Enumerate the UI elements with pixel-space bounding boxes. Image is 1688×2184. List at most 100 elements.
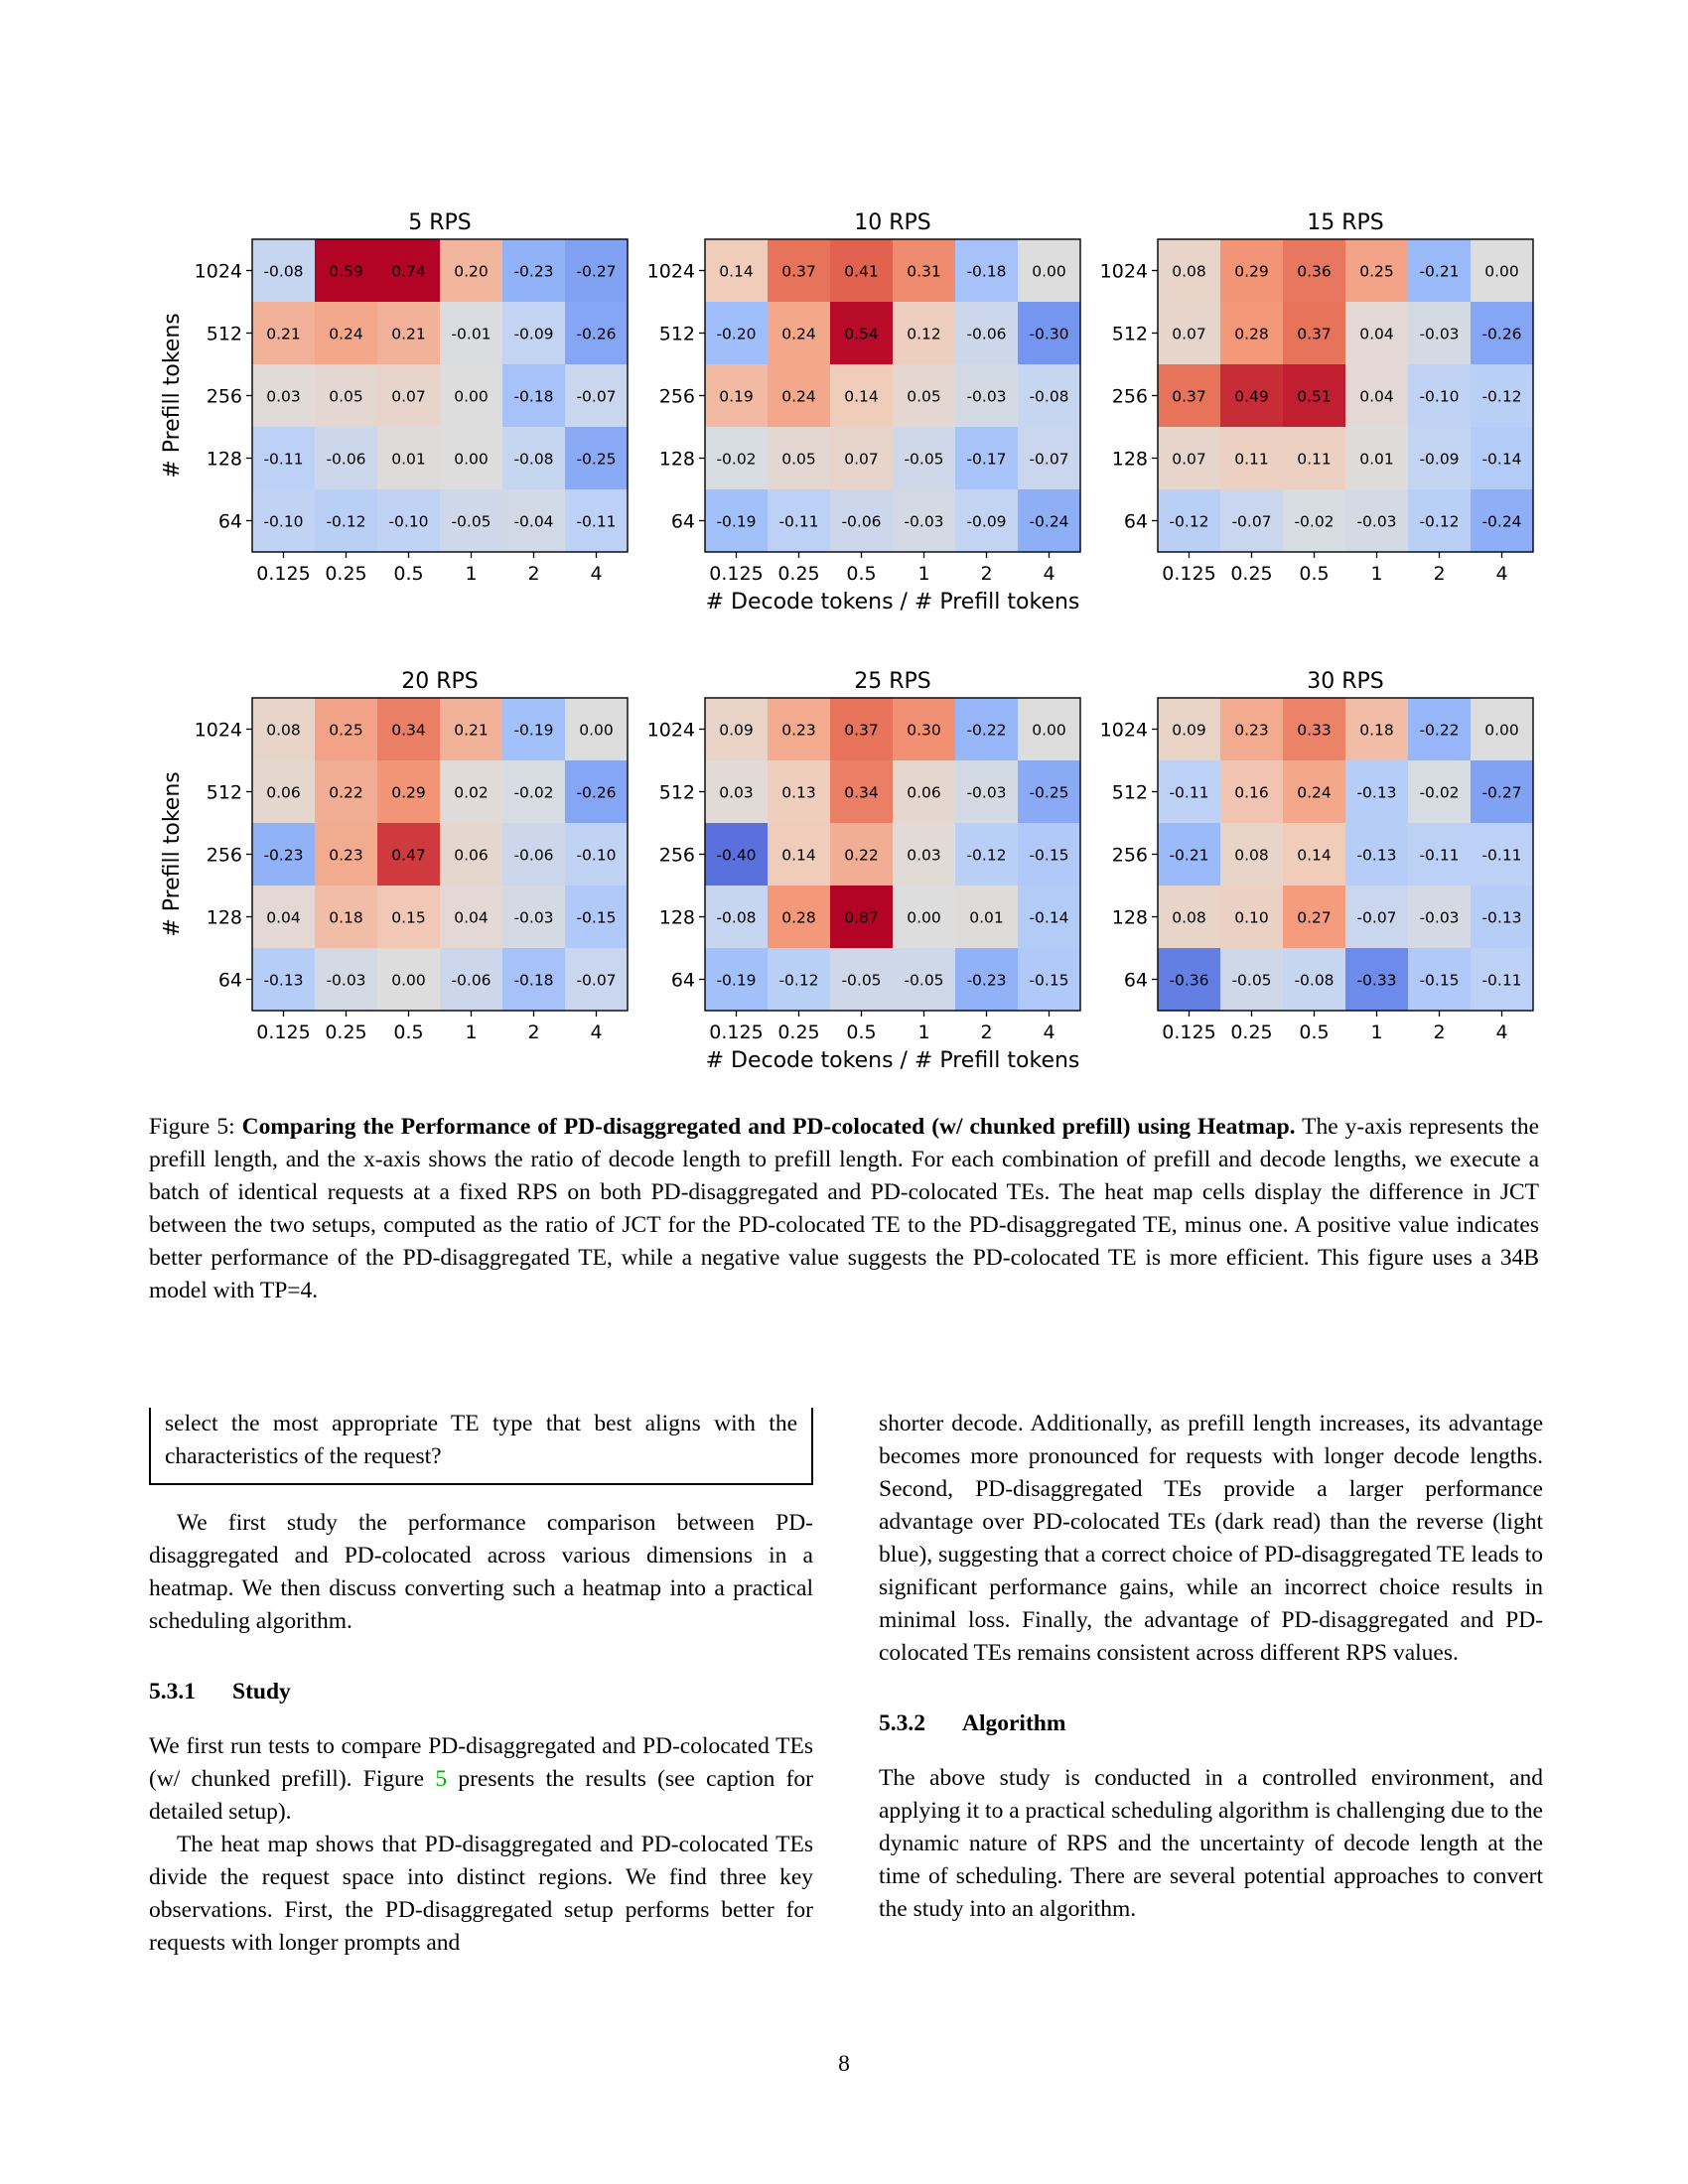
heatmap-cell: [1220, 760, 1284, 824]
cell-value-label: 0.00: [1484, 722, 1519, 740]
cell-value-label: -0.11: [1481, 972, 1521, 990]
heatmap-cell: [1018, 823, 1081, 887]
x-tick-label: 0.25: [1230, 563, 1272, 585]
x-tick-label: 0.125: [709, 1022, 763, 1043]
heatmap-cell: [705, 886, 769, 949]
heatmap-cell: [440, 760, 503, 824]
heatmap-cell: [377, 302, 441, 365]
cell-value-label: 0.24: [781, 388, 816, 406]
cell-value-label: -0.19: [716, 972, 756, 990]
heatmap-cell: [1408, 489, 1472, 553]
x-tick-label: 0.125: [1162, 1022, 1215, 1043]
cell-value-label: -0.05: [451, 513, 491, 531]
cell-value-label: 0.00: [454, 388, 489, 406]
cell-value-label: -0.25: [576, 451, 616, 469]
heatmap-cell: [893, 886, 956, 949]
panel-title: 15 RPS: [1307, 210, 1384, 235]
cell-value-label: -0.12: [1419, 513, 1459, 531]
heatmap-cell: [1283, 886, 1346, 949]
x-tick-label: 4: [1495, 563, 1507, 585]
cell-value-label: -0.23: [263, 847, 303, 865]
cell-value-label: 0.30: [907, 722, 941, 740]
cell-value-label: 0.07: [1172, 451, 1206, 469]
heatmap-cell: [1408, 760, 1472, 824]
heatmap-cell: [502, 364, 566, 428]
heatmap-cell: [1283, 698, 1346, 761]
cell-value-label: 0.03: [266, 388, 301, 406]
x-tick-label: 2: [1433, 1022, 1445, 1043]
heatmap-cell: [440, 239, 503, 303]
x-tick-label: 1: [917, 1022, 929, 1043]
cell-value-label: 0.03: [719, 784, 754, 802]
heatmap-cell: [377, 698, 441, 761]
x-tick-label: 1: [917, 563, 929, 585]
cell-value-label: 0.09: [719, 722, 754, 740]
cell-value-label: 0.21: [454, 722, 489, 740]
cell-value-label: 0.16: [1234, 784, 1269, 802]
y-axis-label: # Prefill tokens: [160, 313, 185, 478]
section-title: Algorithm: [962, 1710, 1066, 1736]
heatmap-cell: [1158, 239, 1221, 303]
cell-value-label: -0.10: [263, 513, 303, 531]
cell-value-label: 0.23: [329, 847, 363, 865]
y-tick-label: 128: [1112, 449, 1148, 471]
cell-value-label: -0.08: [513, 451, 553, 469]
y-tick-label: 64: [218, 511, 242, 533]
heatmap-cell: [1345, 823, 1409, 887]
heatmap-cell: [315, 364, 378, 428]
x-tick-label: 0.5: [393, 1022, 423, 1043]
cell-value-label: -0.08: [263, 263, 303, 281]
heatmap-cell: [893, 427, 956, 490]
y-tick-label: 512: [1112, 324, 1148, 345]
intro-paragraph: We first study the performance compariso…: [149, 1510, 813, 1634]
y-tick-label: 64: [671, 511, 695, 533]
cell-value-label: 0.14: [1297, 847, 1332, 865]
y-tick-label: 1024: [195, 720, 242, 742]
heatmap-cell: [1471, 302, 1534, 365]
cell-value-label: 0.10: [1234, 909, 1269, 927]
cell-value-label: -0.11: [778, 513, 818, 531]
heatmap-cell: [502, 760, 566, 824]
cell-value-label: -0.09: [513, 326, 553, 343]
heatmap-cell: [315, 489, 378, 553]
x-tick-label: 0.5: [846, 563, 876, 585]
heatmap-cell: [768, 427, 831, 490]
heatmap-cell: [830, 489, 894, 553]
y-tick-label: 256: [207, 845, 242, 867]
cell-value-label: 0.28: [1234, 326, 1269, 343]
heatmap-cell: [768, 239, 831, 303]
y-tick-label: 1024: [647, 261, 695, 283]
cell-value-label: 0.33: [1297, 722, 1332, 740]
cell-value-label: -0.05: [841, 972, 881, 990]
y-tick-label: 64: [671, 970, 695, 992]
heatmap-cell: [1283, 489, 1346, 553]
heatmap-panel: 0.09 0.23 0.33 0.18 -0.22 0.00 -0.11 0.16 0.24 -0…: [1100, 669, 1534, 1043]
cell-value-label: -0.03: [1356, 513, 1396, 531]
heatmap-cell: [377, 886, 441, 949]
cell-value-label: 0.37: [1172, 388, 1206, 406]
heatmap-cell: [440, 302, 503, 365]
cell-value-label: -0.11: [1419, 847, 1459, 865]
heatmap-cell: [565, 427, 629, 490]
cell-value-label: -0.09: [1419, 451, 1459, 469]
cell-value-label: 0.23: [1234, 722, 1269, 740]
heatmap-cell: [1158, 760, 1221, 824]
cell-value-label: 0.20: [454, 263, 489, 281]
heatmap-cell: [315, 239, 378, 303]
caption-title: Comparing the Performance of PD-disaggre…: [241, 1114, 1296, 1140]
cell-value-label: 0.41: [844, 263, 879, 281]
x-tick-label: 0.25: [325, 1022, 366, 1043]
heatmap-cell: [1408, 886, 1472, 949]
cell-value-label: 0.00: [454, 451, 489, 469]
cell-value-label: 0.36: [1297, 263, 1332, 281]
heatmap-cell: [502, 698, 566, 761]
heatmap-cell: [1471, 489, 1534, 553]
heatmap-cell: [1283, 364, 1346, 428]
cell-value-label: -0.33: [1356, 972, 1396, 990]
cell-value-label: 0.28: [781, 909, 816, 927]
x-tick-label: 0.25: [1230, 1022, 1272, 1043]
heatmap-cell: [893, 760, 956, 824]
heatmap-cell: [768, 760, 831, 824]
figure-ref-link[interactable]: 5: [435, 1766, 448, 1792]
heatmap-cell: [1345, 760, 1409, 824]
